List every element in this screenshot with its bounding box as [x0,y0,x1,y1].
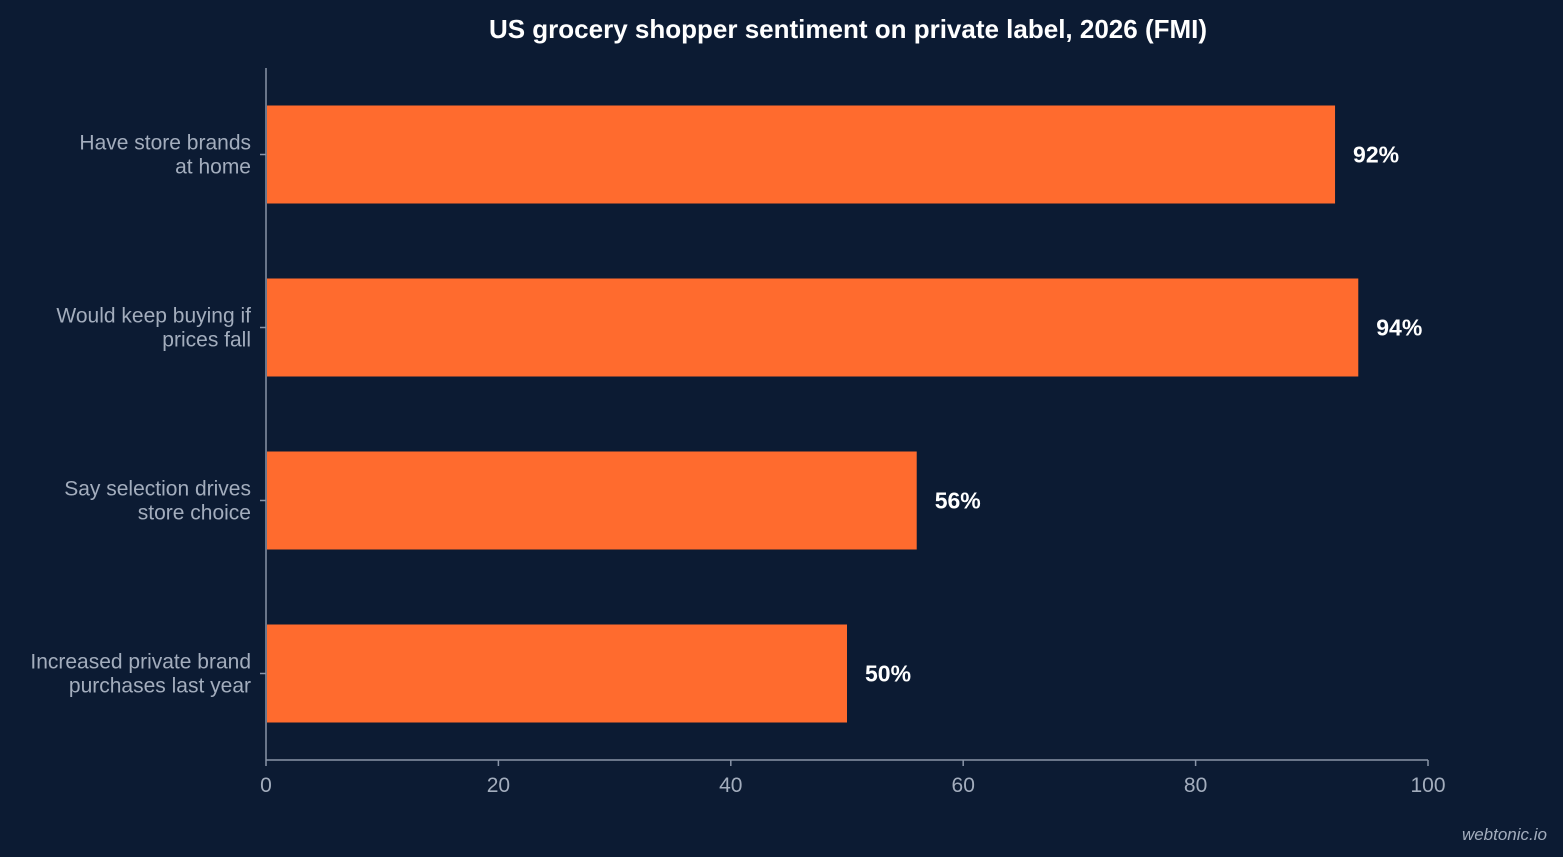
category-label-line: purchases last year [69,675,251,698]
value-label: 94% [1376,315,1422,341]
bar [267,451,917,550]
category-label: Would keep buying if prices fall [56,305,251,352]
labels-layer: 0 20 40 60 80 100 Have store brands at home 92% W… [30,132,1445,798]
category-label: Have store brands at home [79,132,251,179]
axes-layer [260,68,1429,766]
category-label: Say selection drives store choice [64,478,251,525]
category-label-line: Would keep buying if [56,305,251,328]
bar [267,278,1359,377]
category-label-line: Increased private brand [30,651,251,674]
value-label: 56% [935,488,981,514]
category-label: Increased private brand purchases last ye… [30,651,251,698]
value-label: 50% [865,661,911,687]
value-label: 92% [1353,142,1399,168]
category-label-line: Have store brands [79,132,251,155]
bars-layer [267,105,1359,723]
x-tick-label: 40 [719,774,742,797]
x-tick-label: 60 [952,774,975,797]
category-label-line: store choice [138,502,251,525]
bar [267,624,847,723]
x-tick-label: 100 [1410,774,1445,797]
x-tick-label: 20 [487,774,510,797]
x-tick-label: 0 [260,774,272,797]
category-label-line: Say selection drives [64,478,251,501]
chart-title: US grocery shopper sentiment on private … [489,14,1207,44]
category-label-line: prices fall [162,329,251,352]
x-tick-label: 80 [1184,774,1207,797]
watermark: webtonic.io [1462,825,1547,844]
category-label-line: at home [175,156,251,179]
bar [267,105,1336,204]
